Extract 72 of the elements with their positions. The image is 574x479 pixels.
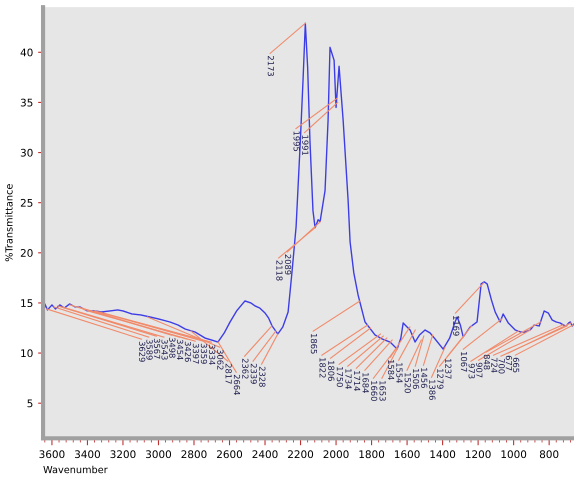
annotation: 3567 bbox=[154, 338, 160, 359]
annotation: 2118 bbox=[276, 260, 283, 281]
x-tick-label: 1000 bbox=[502, 450, 526, 458]
annotation: 3426 bbox=[184, 342, 192, 362]
annotation: 2362 bbox=[242, 358, 249, 379]
annotation: 1279 bbox=[437, 369, 444, 389]
x-tick-label: 3000 bbox=[146, 450, 172, 458]
annotation: 1456 bbox=[421, 368, 428, 388]
annotation: 1067 bbox=[460, 352, 468, 372]
x-tick-label: 2000 bbox=[324, 450, 349, 458]
annotation: 1506 bbox=[412, 369, 420, 389]
x-tick-label: 1400 bbox=[430, 450, 456, 458]
annotation: 3334 bbox=[208, 344, 216, 365]
annotation: 2089 bbox=[284, 254, 292, 275]
annotation: 677 bbox=[506, 356, 512, 370]
annotation: 724 bbox=[491, 358, 498, 373]
annotation: 665 bbox=[512, 358, 520, 372]
annotation: 3359 bbox=[200, 344, 208, 364]
annotation: 1660 bbox=[371, 381, 378, 401]
annotation: 1554 bbox=[396, 363, 402, 383]
x-tick-label: 800 bbox=[540, 450, 558, 458]
annotation: 1865 bbox=[310, 334, 318, 354]
annotation: 3062 bbox=[217, 350, 224, 370]
y-tick-label: 15 bbox=[21, 299, 32, 308]
x-tick-label: 1600 bbox=[394, 450, 420, 458]
annotation: 1806 bbox=[328, 361, 334, 381]
annotation: 1237 bbox=[445, 359, 452, 379]
x-tick-label: 2400 bbox=[252, 450, 278, 458]
x-tick-label: 3400 bbox=[74, 450, 100, 458]
annotation: 848 bbox=[484, 354, 490, 370]
annotation: 1822 bbox=[319, 358, 326, 378]
annotation: 1750 bbox=[336, 367, 344, 387]
annotation: 973 bbox=[468, 364, 475, 378]
annotation: 3397 bbox=[192, 344, 200, 364]
annotation: 2817 bbox=[225, 364, 232, 384]
annotation: 2664 bbox=[234, 374, 240, 395]
annotation: 700 bbox=[498, 358, 505, 374]
x-tick-label: 2200 bbox=[288, 450, 314, 458]
y-tick-label: 5 bbox=[28, 400, 32, 408]
annotation: 1520 bbox=[404, 373, 411, 393]
y-tick-label: 30 bbox=[20, 148, 33, 157]
annotation: 3498 bbox=[169, 338, 176, 358]
annotation: 3629 bbox=[139, 342, 146, 362]
x-tick-label: 1200 bbox=[466, 450, 491, 458]
annotation: 3543 bbox=[161, 340, 168, 360]
x-axis-title: Wavenumber bbox=[43, 466, 108, 474]
annotation: 1386 bbox=[429, 380, 436, 400]
y-tick-label: 25 bbox=[20, 198, 32, 207]
x-tick-label: 3200 bbox=[110, 450, 136, 458]
x-tick-label: 2600 bbox=[217, 450, 242, 458]
x-tick-label: 3600 bbox=[39, 450, 64, 458]
annotation: 907 bbox=[476, 362, 482, 378]
annotation: 1169 bbox=[453, 316, 460, 336]
annotation: 3454 bbox=[176, 340, 184, 360]
annotation: 1684 bbox=[362, 373, 369, 393]
annotation: 2339 bbox=[250, 364, 257, 384]
y-tick-label: 20 bbox=[20, 249, 33, 257]
y-axis-title: %Transmittance bbox=[5, 184, 13, 262]
y-tick-label: 35 bbox=[20, 98, 32, 107]
annotation: 1653 bbox=[379, 381, 386, 401]
annotation: 1995 bbox=[294, 132, 300, 152]
y-tick-label: 10 bbox=[21, 349, 33, 358]
annotation: 1991 bbox=[302, 136, 308, 156]
y-tick-label: 40 bbox=[20, 48, 33, 56]
x-tick-label: 1800 bbox=[359, 450, 384, 458]
annotation: 1734 bbox=[345, 369, 352, 389]
x-tick-label: 2800 bbox=[181, 450, 207, 458]
annotation: 2173 bbox=[268, 56, 274, 76]
annotation: 1714 bbox=[354, 371, 360, 391]
annotation: 3589 bbox=[146, 340, 153, 360]
annotation: 1584 bbox=[388, 360, 394, 380]
annotation: 2328 bbox=[259, 366, 266, 387]
